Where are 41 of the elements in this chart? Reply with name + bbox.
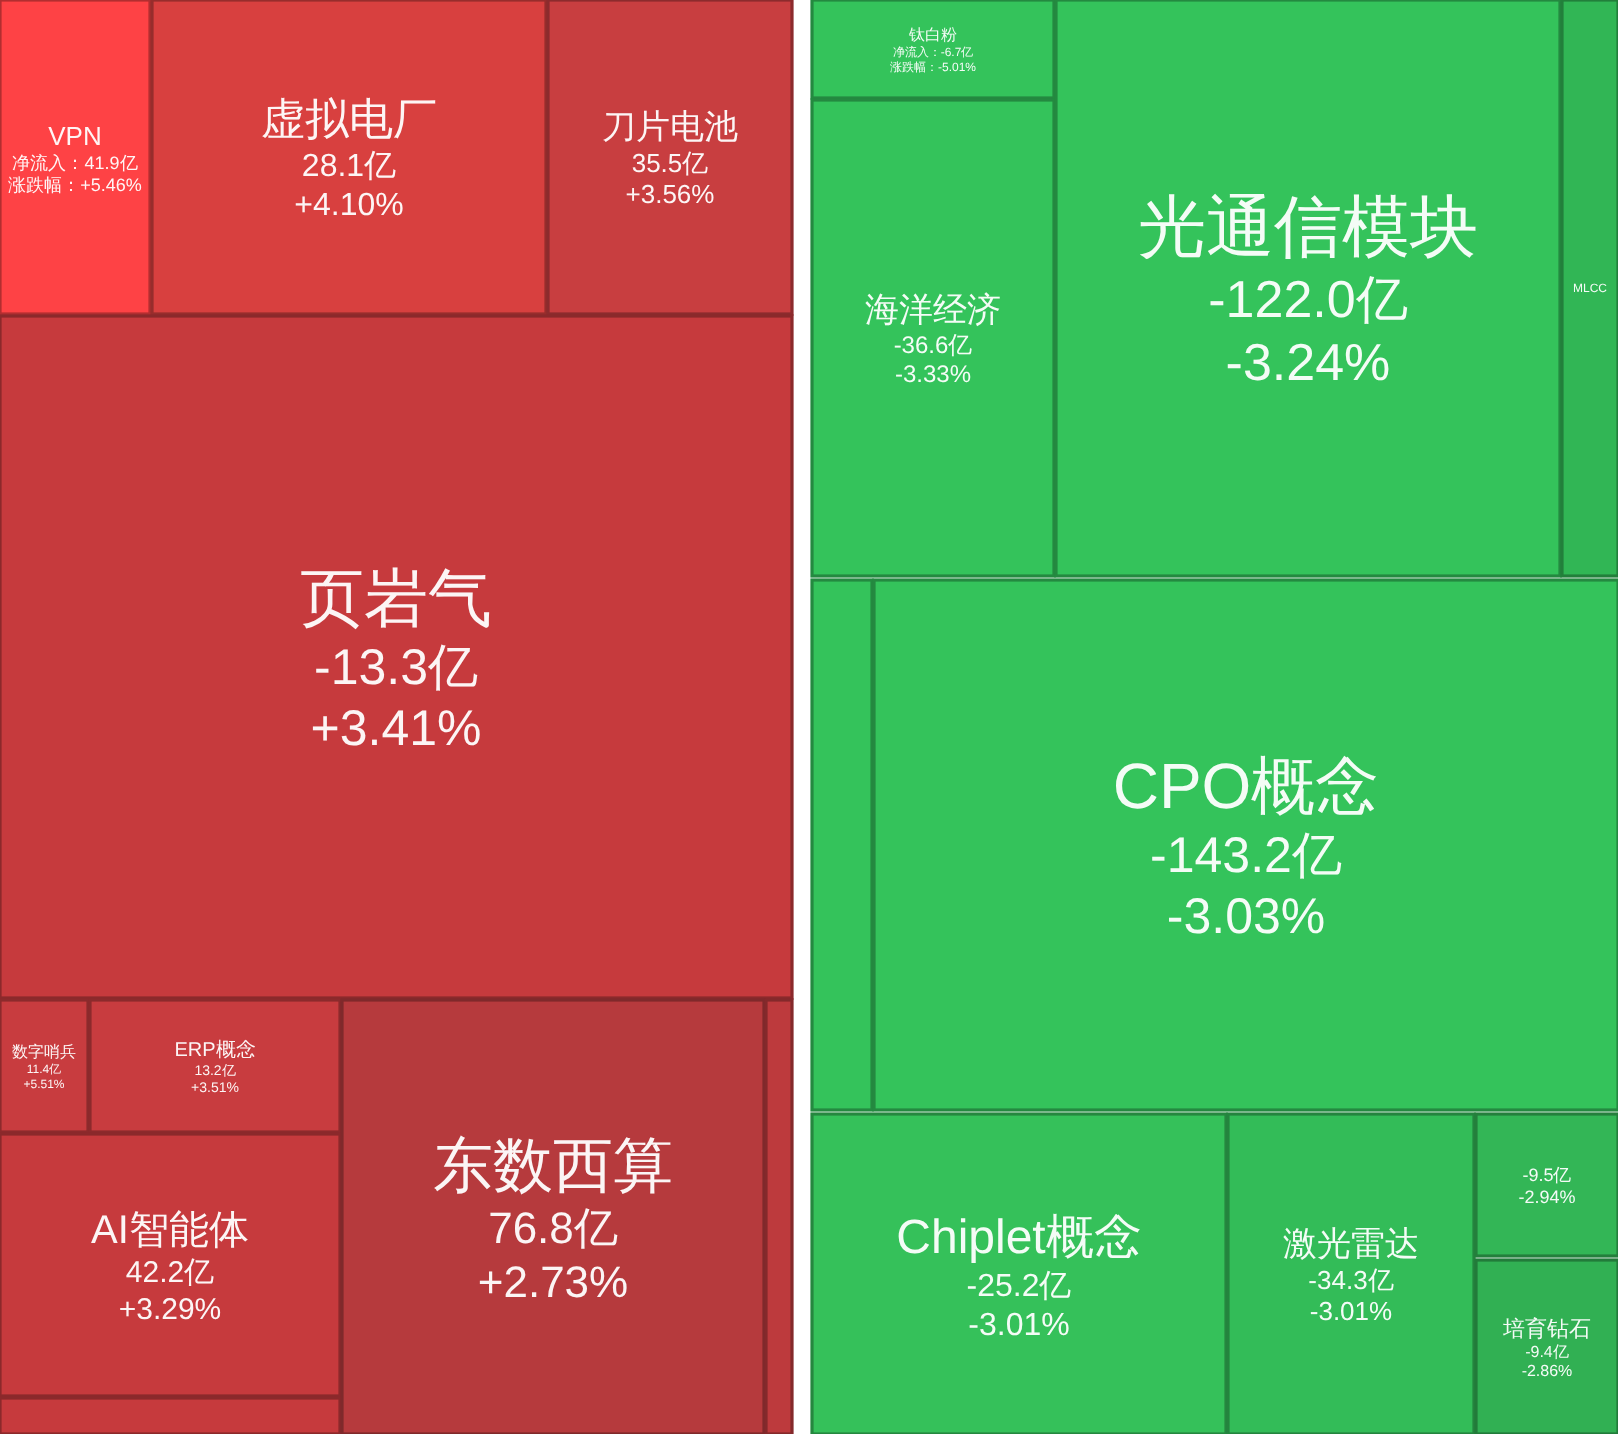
category-label: 页岩气 [300,561,492,634]
data-label: -2.86% [1521,1362,1573,1381]
category-label: AI智能体 [91,1209,249,1254]
category-label: 虚拟电厂 [261,94,437,145]
data-label: 42.2亿 [125,1256,215,1291]
data-label: -3.33% [894,360,972,389]
category-label: 钛白粉 [907,26,957,45]
data-label: -3.01% [968,1308,1070,1343]
category-label: VPN [48,120,102,151]
category-label: 东数西算 [433,1133,673,1200]
data-label: +2.73% [477,1256,629,1307]
text: -2.94% [1518,1186,1576,1207]
data-label: -143.2亿 [1150,828,1342,885]
data-label: +4.10% [294,189,404,224]
data-label: -25.2亿 [966,1269,1072,1304]
category-label: 激光雷达 [1283,1224,1419,1263]
data-label: +3.41% [310,701,482,758]
category-label: 光通信模块 [1138,189,1478,266]
data-label: 35.5亿 [631,147,709,178]
data-label: -13.3亿 [314,640,478,697]
data-label: -3.01% [1309,1296,1394,1327]
category-label: ERP概念 [174,1038,256,1063]
data-label: -36.6亿 [893,330,973,359]
data-label: 涨跌幅：+5.46% [8,174,142,195]
category-label: 海洋经济 [865,291,1001,330]
category-label: 刀片电池 [602,107,738,146]
category-label: 培育钻石 [1501,1315,1591,1342]
data-label: +3.56% [625,179,716,210]
data-label: -9.4亿 [1525,1342,1569,1361]
data-label: +3.29% [118,1292,222,1327]
data-label: -122.0亿 [1208,269,1408,329]
category-label: 数字哨兵 [12,1043,76,1062]
category-label: Chiplet概念 [896,1210,1142,1265]
data-label: -34.3亿 [1308,1264,1394,1295]
data-label: -3.24% [1225,332,1391,393]
data-label: -3.03% [1166,889,1326,946]
data-label: 净流入：41.9亿 [12,152,138,173]
category-label: CPO概念 [1112,749,1380,822]
data-label: 76.8亿 [488,1203,618,1254]
text: -9.5亿 [1522,1164,1572,1185]
data-label: 28.1亿 [301,150,397,185]
